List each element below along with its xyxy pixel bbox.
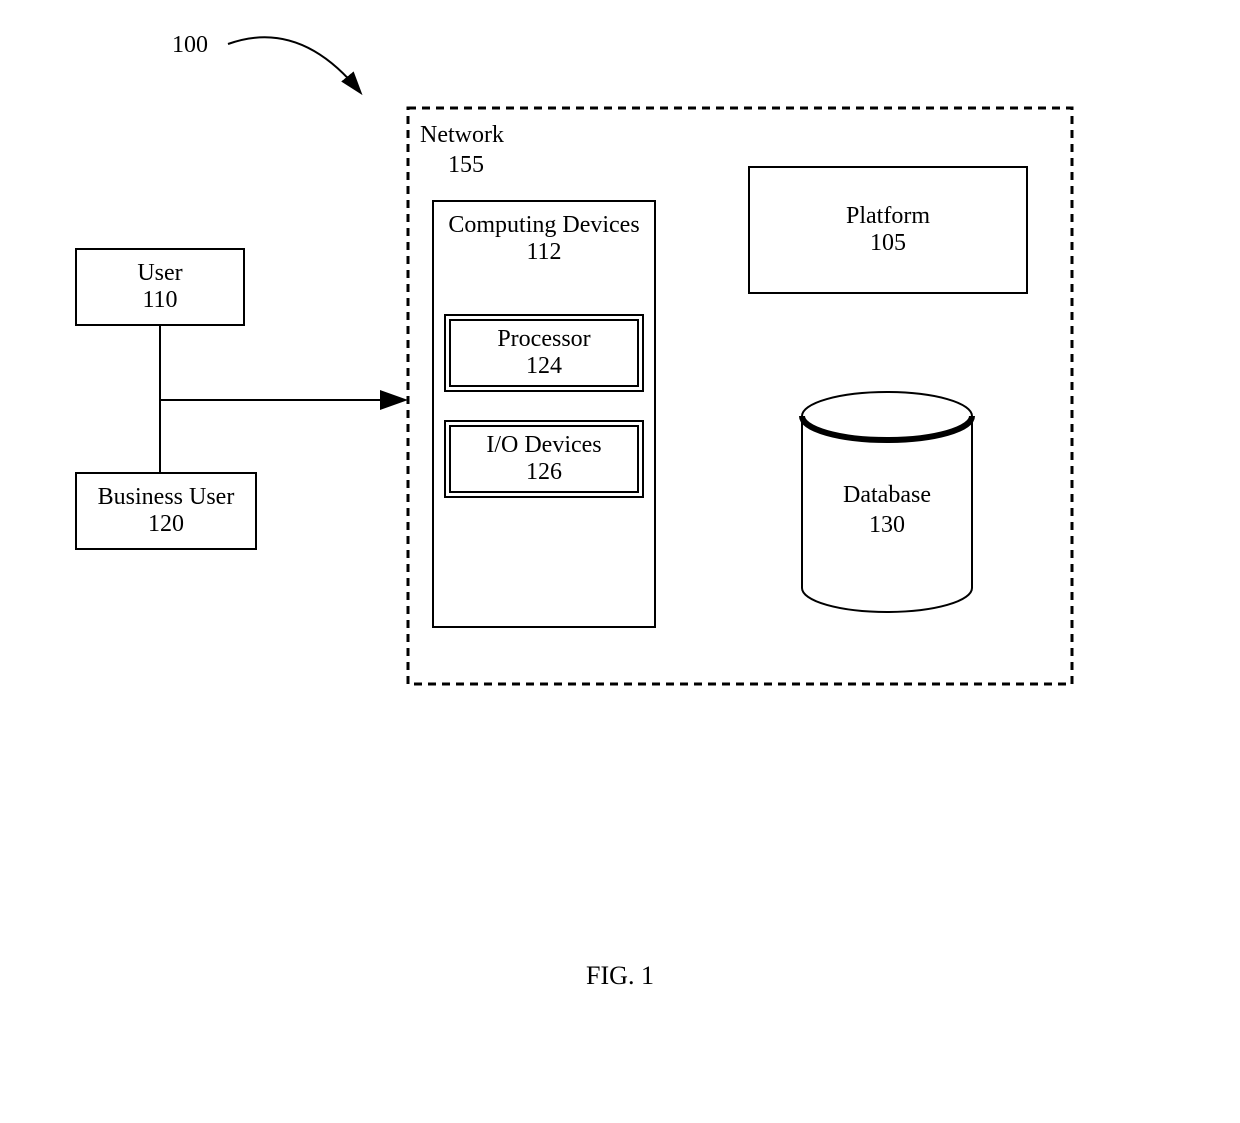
ref-pointer-curve bbox=[228, 37, 360, 92]
user-label: User bbox=[137, 260, 182, 287]
network-title: Network bbox=[420, 120, 600, 150]
processor-node: Processor 124 bbox=[444, 314, 644, 392]
user-number: 110 bbox=[142, 287, 177, 314]
network-title-block: Network 155 bbox=[420, 120, 600, 180]
network-number: 155 bbox=[420, 150, 600, 180]
database-number: 130 bbox=[802, 510, 972, 540]
platform-node: Platform 105 bbox=[748, 166, 1028, 294]
database-label: Database bbox=[802, 480, 972, 510]
business-user-node: Business User 120 bbox=[75, 472, 257, 550]
computing-devices-number: 112 bbox=[526, 239, 561, 266]
platform-label: Platform bbox=[846, 203, 930, 230]
io-devices-number: 126 bbox=[526, 459, 562, 486]
business-user-number: 120 bbox=[148, 511, 184, 538]
processor-label: Processor bbox=[497, 326, 590, 353]
business-user-label: Business User bbox=[98, 484, 235, 511]
database-label-block: Database 130 bbox=[802, 480, 972, 540]
figure-ref-number-text: 100 bbox=[172, 32, 208, 58]
io-devices-label: I/O Devices bbox=[486, 432, 601, 459]
user-node: User 110 bbox=[75, 248, 245, 326]
platform-number: 105 bbox=[870, 230, 906, 257]
io-devices-node: I/O Devices 126 bbox=[444, 420, 644, 498]
figure-caption: FIG. 1 bbox=[0, 960, 1240, 993]
computing-devices-label: Computing Devices bbox=[448, 212, 639, 239]
computing-devices-node: Computing Devices 112 bbox=[432, 200, 656, 628]
figure-ref-number: 100 bbox=[172, 30, 208, 60]
figure-caption-text: FIG. 1 bbox=[586, 961, 654, 990]
processor-number: 124 bbox=[526, 353, 562, 380]
